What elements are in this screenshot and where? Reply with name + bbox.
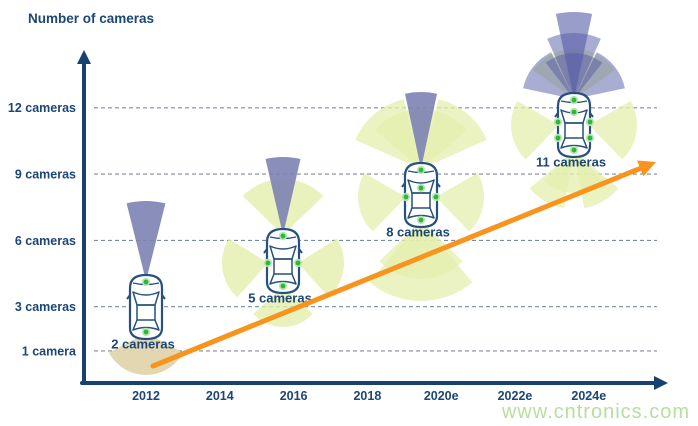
camera-cone: [358, 173, 406, 232]
car-rear-window: [560, 137, 588, 149]
data-point-2023: 11 cameras: [511, 11, 637, 209]
camera-cone: [523, 52, 574, 99]
camera-dot: [418, 217, 424, 223]
data-point-2019: 8 cameras: [355, 92, 487, 301]
camera-dot: [143, 279, 149, 285]
x-tick-label: 2016: [280, 389, 308, 403]
camera-cone: [511, 101, 559, 160]
camera-dot: [418, 167, 424, 173]
car-windshield: [560, 109, 588, 124]
camera-cone: [126, 201, 166, 281]
camera-cone: [221, 238, 268, 298]
camera-dot: [280, 233, 286, 239]
point-label: 2 cameras: [111, 337, 175, 352]
car-right-mirror: [589, 112, 594, 118]
y-axis-title: Number of cameras: [28, 11, 155, 26]
camera-dot: [265, 260, 271, 266]
car-body: [403, 161, 439, 229]
camera-cone: [421, 221, 473, 301]
car-rear-window: [407, 207, 435, 219]
point-label: 11 cameras: [536, 155, 606, 170]
car-windshield: [269, 245, 297, 260]
y-tick-label: 6 cameras: [15, 234, 76, 248]
car-top-view-icon: [126, 273, 166, 341]
camera-dot: [418, 185, 424, 191]
car-body: [265, 227, 301, 295]
camera-cone: [265, 157, 301, 235]
car-right-mirror: [298, 248, 303, 254]
camera-dot: [571, 109, 577, 115]
camera-cone: [555, 11, 593, 100]
car-left-mirror: [554, 112, 559, 118]
x-tick-label: 2024e: [571, 389, 606, 403]
camera-cone: [369, 221, 421, 301]
car-windshield: [407, 179, 435, 194]
trend-arrow-head: [637, 160, 656, 177]
camera-cone: [574, 151, 619, 209]
camera-dot: [555, 119, 561, 125]
car-body: [128, 273, 164, 341]
camera-dot: [587, 135, 593, 141]
car-right-mirror: [161, 294, 166, 300]
car-top-view-icon: [401, 161, 441, 229]
camera-cone: [574, 52, 625, 99]
car-left-mirror: [263, 248, 268, 254]
x-axis-head: [654, 376, 668, 390]
camera-cone: [298, 238, 345, 298]
camera-cone: [529, 151, 574, 209]
camera-dot: [555, 135, 561, 141]
car-body: [556, 91, 592, 159]
trend-arrow: [150, 165, 643, 369]
point-label: 8 cameras: [386, 225, 450, 240]
camera-dot: [571, 147, 577, 153]
camera-dot: [143, 329, 149, 335]
camera-cone: [108, 333, 184, 376]
camera-cone: [405, 92, 437, 169]
car-rear-window: [132, 319, 160, 331]
car-rear-window: [269, 273, 297, 285]
car-top-view-icon: [263, 227, 303, 295]
y-tick-label: 9 cameras: [15, 167, 76, 181]
camera-dot: [403, 194, 409, 200]
camera-dot: [433, 194, 439, 200]
camera-cone: [436, 173, 484, 232]
car-left-mirror: [126, 294, 131, 300]
watermark: www.cntronics.com: [501, 401, 690, 423]
y-tick-label: 12 cameras: [8, 101, 76, 115]
camera-dot: [571, 97, 577, 103]
point-label: 5 cameras: [248, 291, 312, 306]
camera-cone: [421, 99, 487, 169]
x-tick-label: 2012: [132, 389, 160, 403]
x-tick-label: 2020e: [424, 389, 459, 403]
camera-dot: [587, 119, 593, 125]
x-tick-label: 2014: [206, 389, 234, 403]
data-point-2016: 5 cameras: [221, 157, 345, 328]
camera-cone: [355, 99, 421, 169]
car-windshield: [132, 291, 160, 306]
camera-cone: [589, 101, 637, 160]
y-tick-label: 3 cameras: [15, 300, 76, 314]
y-axis-head: [77, 50, 91, 64]
car-left-mirror: [401, 182, 406, 188]
camera-dot: [280, 283, 286, 289]
y-tick-label: 1 camera: [22, 344, 77, 358]
car-top-view-icon: [554, 91, 594, 159]
camera-dot: [295, 260, 301, 266]
data-point-2012: 2 cameras: [108, 201, 184, 376]
x-tick-label: 2022e: [498, 389, 533, 403]
x-tick-label: 2018: [353, 389, 381, 403]
car-right-mirror: [436, 182, 441, 188]
